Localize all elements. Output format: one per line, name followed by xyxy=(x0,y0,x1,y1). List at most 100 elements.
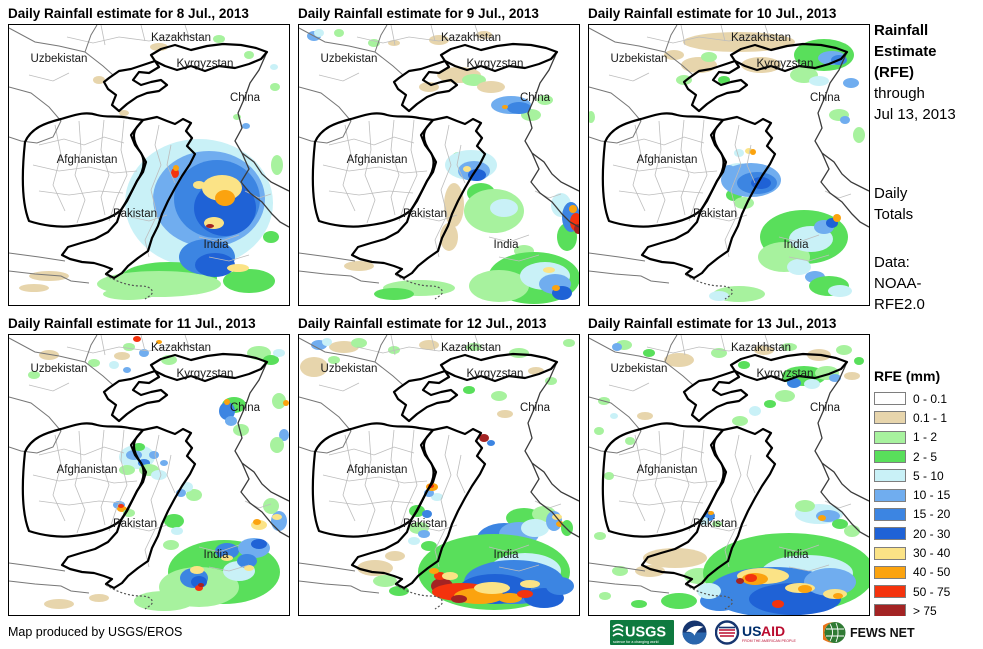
map-panel-3: Daily Rainfall estimate for 10 Jul., 201… xyxy=(588,4,870,306)
country-label: Pakistan xyxy=(113,518,157,530)
country-label: China xyxy=(810,402,841,414)
legend-label: 50 - 75 xyxy=(913,584,951,599)
legend-label: 30 - 40 xyxy=(913,546,951,561)
legend-swatch xyxy=(874,469,906,483)
usgs-text: USGS xyxy=(625,625,666,641)
country-label: Uzbekistan xyxy=(31,363,88,375)
legend-item: 40 - 50 xyxy=(874,563,957,582)
label-layer: Kazakhstan Uzbekistan Kyrgyzstan China Afgha… xyxy=(321,342,551,561)
panel-title: Daily Rainfall estimate for 12 Jul., 201… xyxy=(298,316,547,331)
map-canvas-11-jul: Kazakhstan Uzbekistan Kyrgyzstan China Afgha… xyxy=(8,334,290,616)
legend-swatch xyxy=(874,527,906,541)
country-label: China xyxy=(810,92,841,104)
legend-item: 1 - 2 xyxy=(874,428,957,447)
legend-item: 50 - 75 xyxy=(874,582,957,601)
country-label: India xyxy=(494,549,520,561)
heading-line: Estimate xyxy=(874,43,937,60)
legend-swatch xyxy=(874,565,906,579)
sidebar-heading: Rainfall Estimate (RFE) through Jul 13, … xyxy=(874,20,956,125)
country-label: Kazakhstan xyxy=(731,342,791,354)
country-label: India xyxy=(784,549,810,561)
map-canvas-9-jul: Kazakhstan Uzbekistan Kyrgyzstan China Afgha… xyxy=(298,24,580,306)
country-label: Kazakhstan xyxy=(731,32,791,44)
daily-totals-label: Daily Totals xyxy=(874,185,914,223)
usgs-logo-icon: USGS science for a changing world xyxy=(610,620,674,645)
country-label: Kazakhstan xyxy=(151,32,211,44)
map-credit: Map produced by USGS/EROS xyxy=(8,625,183,639)
label-layer: Kazakhstan Uzbekistan Kyrgyzstan China Afgha… xyxy=(31,342,261,561)
heading-line: through xyxy=(874,85,925,102)
rain-layer xyxy=(300,338,575,610)
country-label: India xyxy=(784,239,810,251)
legend-swatch xyxy=(874,392,906,406)
data-source-label: Data: NOAA- RFE2.0 xyxy=(874,254,925,313)
rfe-legend: RFE (mm) 0 - 0.1 0.1 - 1 1 - 2 2 - 5 5 - 10 1… xyxy=(874,368,957,640)
country-label: India xyxy=(494,239,520,251)
map-panel-5: Daily Rainfall estimate for 12 Jul., 201… xyxy=(298,314,580,616)
right-sidebar: Rainfall Estimate (RFE) through Jul 13, … xyxy=(874,0,982,649)
country-label: China xyxy=(230,402,261,414)
map-panel-4: Daily Rainfall estimate for 11 Jul., 201… xyxy=(8,314,290,616)
heading-line: Jul 13, 2013 xyxy=(874,106,956,123)
legend-swatch xyxy=(874,585,906,599)
legend-label: > 75 xyxy=(913,603,937,618)
legend-label: 15 - 20 xyxy=(913,507,951,522)
legend-item: 0 - 0.1 xyxy=(874,389,957,408)
country-label: India xyxy=(204,239,230,251)
border-layer xyxy=(299,335,579,610)
country-label: Uzbekistan xyxy=(321,53,378,65)
border-layer xyxy=(9,25,289,300)
legend-swatch xyxy=(874,488,906,502)
panel-title: Daily Rainfall estimate for 10 Jul., 201… xyxy=(588,6,837,21)
country-label: Afghanistan xyxy=(637,154,698,166)
map-panel-6: Daily Rainfall estimate for 13 Jul., 201… xyxy=(588,314,870,616)
country-label: Afghanistan xyxy=(637,464,698,476)
panel-title: Daily Rainfall estimate for 8 Jul., 2013 xyxy=(8,6,249,21)
rain-layer xyxy=(28,336,289,611)
country-label: Pakistan xyxy=(403,208,447,220)
noaa-logo-icon xyxy=(682,620,707,645)
legend-item: 10 - 15 xyxy=(874,485,957,504)
legend-label: 0.1 - 1 xyxy=(913,410,948,425)
legend-label: 0 - 0.1 xyxy=(913,391,948,406)
country-label: Kyrgyzstan xyxy=(467,368,524,380)
legend-items: 0 - 0.1 0.1 - 1 1 - 2 2 - 5 5 - 10 10 - 15 15 … xyxy=(874,389,957,640)
country-label: Uzbekistan xyxy=(321,363,378,375)
usaid-tagline: FROM THE AMERICAN PEOPLE xyxy=(742,639,796,643)
legend-item: 5 - 10 xyxy=(874,466,957,485)
agency-logos: USGS science for a changing world US AID… xyxy=(610,620,915,645)
map-panel-2: Daily Rainfall estimate for 9 Jul., 2013… xyxy=(298,4,580,306)
country-label: Pakistan xyxy=(693,208,737,220)
country-label: Kyrgyzstan xyxy=(467,58,524,70)
country-label: Kyrgyzstan xyxy=(177,368,234,380)
fewsnet-logo-icon: FEWS NET xyxy=(823,622,915,643)
country-label: China xyxy=(520,92,551,104)
legend-item: 15 - 20 xyxy=(874,505,957,524)
legend-label: 2 - 5 xyxy=(913,449,938,464)
label-layer: Kazakhstan Uzbekistan Kyrgyzstan China Afgha… xyxy=(31,32,261,251)
legend-item: 2 - 5 xyxy=(874,447,957,466)
panel-title: Daily Rainfall estimate for 11 Jul., 201… xyxy=(8,316,256,331)
country-label: Kyrgyzstan xyxy=(177,58,234,70)
country-label: Kazakhstan xyxy=(441,32,501,44)
legend-label: 10 - 15 xyxy=(913,488,951,503)
map-canvas-8-jul: Kazakhstan Uzbekistan Kyrgyzstan China Afgha… xyxy=(8,24,290,306)
legend-item: 30 - 40 xyxy=(874,543,957,562)
rain-layer xyxy=(594,340,869,615)
usgs-tagline: science for a changing world xyxy=(613,640,659,644)
label-layer: Kazakhstan Uzbekistan Kyrgyzstan China Afgha… xyxy=(611,342,841,561)
border-layer xyxy=(9,335,289,610)
legend-swatch xyxy=(874,507,906,521)
legend-item: 20 - 30 xyxy=(874,524,957,543)
country-label: Afghanistan xyxy=(347,464,408,476)
panel-title: Daily Rainfall estimate for 13 Jul., 201… xyxy=(588,316,837,331)
legend-title: RFE (mm) xyxy=(874,368,941,384)
usaid-us-text: US xyxy=(742,623,761,639)
legend-label: 20 - 30 xyxy=(913,526,951,541)
country-label: Kazakhstan xyxy=(441,342,501,354)
map-canvas-13-jul: Kazakhstan Uzbekistan Kyrgyzstan China Afgha… xyxy=(588,334,870,616)
usaid-logo-icon: US AID FROM THE AMERICAN PEOPLE xyxy=(715,620,796,645)
legend-label: 1 - 2 xyxy=(913,430,938,445)
country-label: Uzbekistan xyxy=(611,363,668,375)
country-label: Afghanistan xyxy=(57,464,118,476)
